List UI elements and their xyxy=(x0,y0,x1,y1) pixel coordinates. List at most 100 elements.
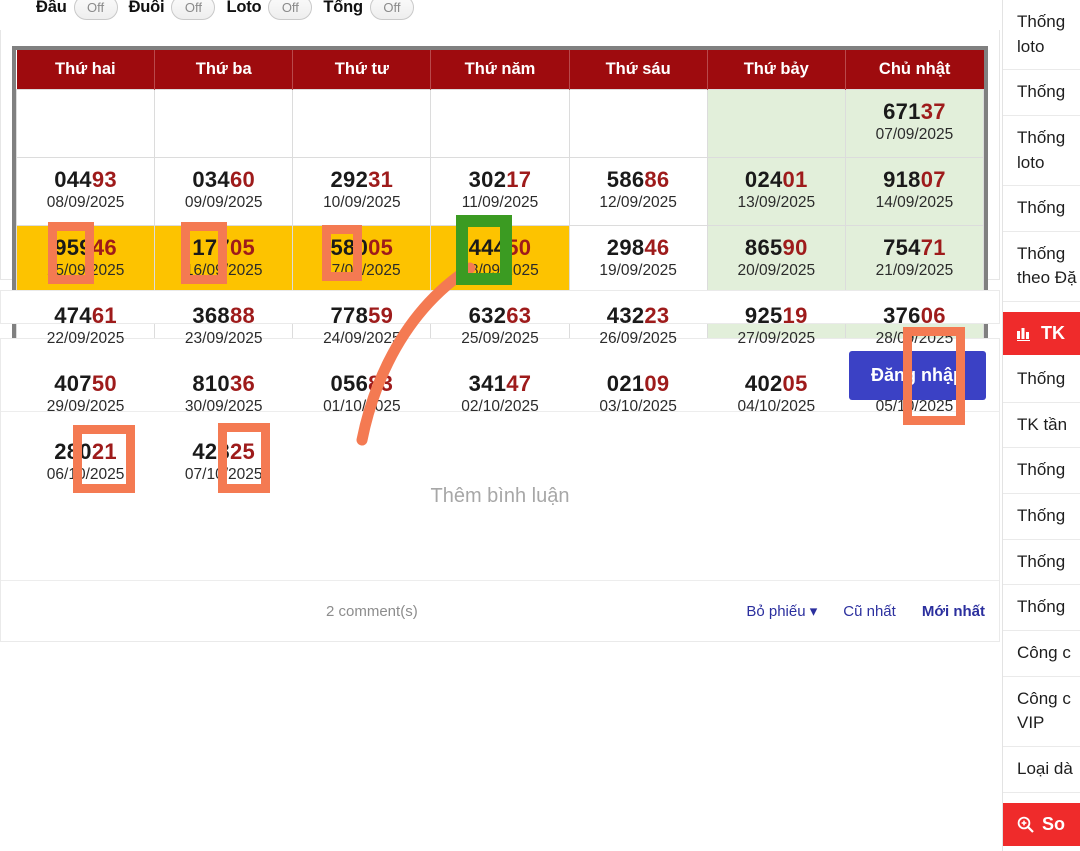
toggle-label: Tổng xyxy=(323,0,363,16)
comment-input-box[interactable]: Thêm bình luận xyxy=(1,411,999,581)
toggle-switch[interactable]: Off xyxy=(369,0,414,20)
sort-newest-link[interactable]: Mới nhất xyxy=(921,602,985,620)
comment-count: 2 comment(s) xyxy=(326,602,418,620)
sidebar-section-header[interactable]: TK xyxy=(1003,312,1080,356)
result-number-head: 044 xyxy=(54,166,92,192)
result-cell[interactable]: 86590 20/09/2025 xyxy=(706,224,846,294)
result-cell[interactable]: 75471 21/09/2025 xyxy=(844,224,985,294)
sort-oldest-link[interactable]: Cũ nhất xyxy=(843,602,896,620)
sidebar-item[interactable]: Thống xyxy=(1003,357,1080,403)
vote-dropdown[interactable]: Bỏ phiếu ▾ xyxy=(746,602,817,620)
result-cell[interactable] xyxy=(430,88,570,158)
result-number: 02401 xyxy=(708,168,845,191)
result-date: 29/09/2025 xyxy=(46,397,125,415)
vote-dropdown-label: Bỏ phiếu xyxy=(746,603,806,620)
result-number-tail: 90 xyxy=(782,234,808,260)
table-header-cell: Thứ năm xyxy=(430,50,570,89)
result-cell[interactable]: 04493 08/09/2025 xyxy=(15,156,156,226)
toggle-group-2: Loto Off xyxy=(226,0,313,20)
comment-placeholder-text: Thêm bình luận xyxy=(430,484,570,507)
result-cell[interactable]: 29846 19/09/2025 xyxy=(568,224,708,294)
result-number: 40750 xyxy=(17,372,154,395)
result-number-head: 474 xyxy=(54,302,92,328)
result-number: 29846 xyxy=(570,236,707,259)
result-cell[interactable] xyxy=(706,88,846,158)
result-number-tail: 59 xyxy=(368,302,394,328)
main-content-column: Thứ hai Thứ ba Thứ tư Thứ năm Thứ sáu Thứ bảy… xyxy=(0,30,1000,642)
table-header-cell: Thứ tư xyxy=(292,50,432,89)
result-cell[interactable]: 03460 09/09/2025 xyxy=(154,156,294,226)
result-number-tail: 46 xyxy=(91,234,117,260)
sidebar-item[interactable]: Thống xyxy=(1003,494,1080,540)
result-number-tail: 36 xyxy=(229,370,256,396)
result-cell[interactable]: 67137 07/09/2025 xyxy=(844,88,985,158)
result-cell[interactable] xyxy=(154,88,294,158)
result-number-tail: 25 xyxy=(229,438,256,464)
comment-footer: 2 comment(s) Bỏ phiếu ▾ Cũ nhất Mới nhất xyxy=(1,581,999,641)
result-date: 04/10/2025 xyxy=(737,397,816,415)
result-number-tail: 63 xyxy=(506,302,532,328)
toggle-switch[interactable]: Off xyxy=(171,0,216,20)
result-date: 12/09/2025 xyxy=(599,193,677,211)
result-number-tail: 50 xyxy=(91,370,117,396)
result-cell[interactable]: 29231 10/09/2025 xyxy=(292,156,432,226)
right-sidebar: Thống loto Thống Thống loto Thống Thống theo Đặ… xyxy=(1002,0,1080,851)
result-cell[interactable]: 02401 13/09/2025 xyxy=(706,156,846,226)
sidebar-item[interactable]: Công c xyxy=(1003,631,1080,677)
sidebar-item[interactable]: Loại dà xyxy=(1003,747,1080,793)
result-number: 92519 xyxy=(708,304,845,327)
result-number-head: 754 xyxy=(883,234,921,260)
sidebar-item[interactable]: Thống xyxy=(1003,448,1080,495)
sidebar-item[interactable]: Thống xyxy=(1003,70,1080,116)
result-date: 23/09/2025 xyxy=(184,329,263,347)
result-cell[interactable]: 58686 12/09/2025 xyxy=(568,156,708,226)
chevron-down-icon: ▾ xyxy=(809,603,818,620)
sidebar-item[interactable]: Thống xyxy=(1003,540,1080,586)
result-number-head: 292 xyxy=(330,166,369,192)
sidebar-item[interactable]: Thống theo Đặ xyxy=(1003,232,1080,303)
result-number-head: 298 xyxy=(606,234,645,260)
result-number-head: 810 xyxy=(192,370,230,396)
sidebar-item[interactable]: Công c VIP xyxy=(1003,677,1080,747)
sidebar-item[interactable]: TK tần xyxy=(1003,403,1080,449)
result-number-head: 778 xyxy=(330,302,369,328)
result-cell[interactable]: 30217 11/09/2025 xyxy=(430,156,570,226)
result-number-tail: 31 xyxy=(368,166,394,192)
result-number-tail: 07 xyxy=(920,166,946,192)
sidebar-item[interactable]: Thống xyxy=(1003,585,1080,631)
result-cell[interactable] xyxy=(292,88,432,158)
result-number-head: 021 xyxy=(606,370,645,396)
toggle-switch[interactable]: Off xyxy=(268,0,313,20)
table-header-cell: Chủ nhật xyxy=(845,50,984,89)
result-number-tail: 50 xyxy=(506,234,532,260)
result-date: 07/09/2025 xyxy=(875,125,954,143)
sidebar-item[interactable]: Thống loto xyxy=(1003,116,1080,187)
annotation-rect-1 xyxy=(48,222,94,284)
result-number-tail: 61 xyxy=(91,302,117,328)
result-number: 28021 xyxy=(17,440,154,463)
toggle-switch[interactable]: Off xyxy=(73,0,118,20)
result-number-tail: 05 xyxy=(368,234,394,260)
toggle-group-3: Tổng Off xyxy=(323,0,414,20)
result-number: 43223 xyxy=(570,304,707,327)
sidebar-section-header[interactable]: So xyxy=(1003,802,1080,846)
result-date: 22/09/2025 xyxy=(46,329,125,347)
result-cell[interactable]: 44450 18/09/2025 xyxy=(430,224,570,294)
toggle-label: Đuôi xyxy=(128,0,165,16)
sidebar-item[interactable]: Thống loto xyxy=(1003,0,1080,71)
result-number-tail: 19 xyxy=(782,302,808,328)
result-date: 21/09/2025 xyxy=(875,261,954,279)
result-date: 13/09/2025 xyxy=(737,193,816,211)
sidebar-item[interactable]: Thống xyxy=(1003,186,1080,232)
result-number: 91807 xyxy=(846,168,983,191)
result-cell[interactable] xyxy=(568,88,708,158)
result-number: 34147 xyxy=(431,372,568,395)
result-number: 95946 xyxy=(17,236,154,259)
result-cell[interactable]: 91807 14/09/2025 xyxy=(844,156,985,226)
result-number-head: 302 xyxy=(468,166,507,192)
result-cell[interactable] xyxy=(15,88,156,158)
sidebar-item[interactable]: Cầu lot xyxy=(1003,848,1080,851)
result-date: 25/09/2025 xyxy=(461,329,539,347)
result-number-head: 056 xyxy=(330,370,369,396)
result-number-head: 925 xyxy=(744,302,783,328)
